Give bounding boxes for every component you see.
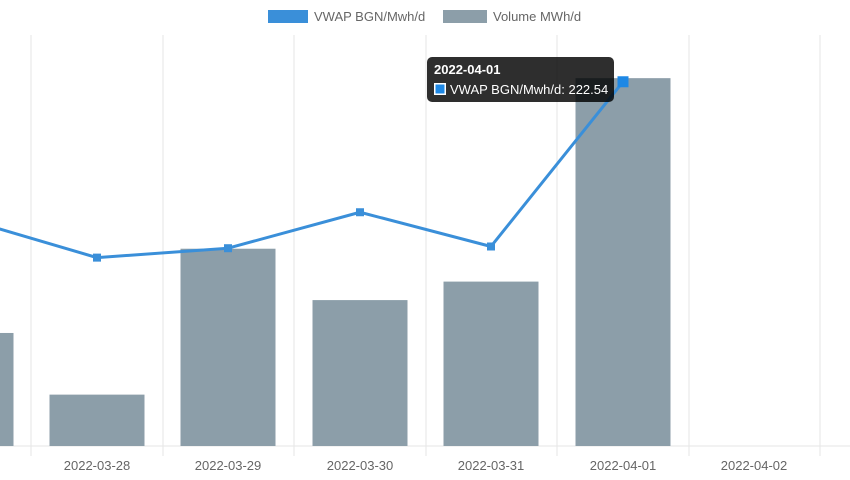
x-tick-label: 2022-03-30: [327, 458, 394, 473]
legend-label-volume: Volume MWh/d: [493, 9, 581, 24]
x-axis: 2022-03-28 2022-03-29 2022-03-30 2022-03-31…: [30, 446, 788, 473]
vwap-point[interactable]: [93, 253, 101, 262]
vwap-point[interactable]: [487, 242, 495, 251]
legend-swatch-vwap: [268, 10, 308, 23]
legend-swatch-volume: [443, 10, 487, 23]
x-tick-label: 2022-03-29: [195, 458, 262, 473]
tooltip-box: [427, 57, 614, 102]
vwap-point[interactable]: [617, 76, 629, 88]
volume-bar[interactable]: [312, 300, 408, 446]
tooltip-label: VWAP BGN/Mwh/d: 222.54: [450, 82, 608, 97]
tooltip-swatch: [435, 84, 445, 94]
legend-item-volume[interactable]: Volume MWh/d: [443, 9, 581, 24]
volume-bar[interactable]: [575, 78, 671, 446]
volume-bar[interactable]: [49, 394, 145, 446]
x-tick-label: 2022-04-02: [721, 458, 788, 473]
x-tick-label: 2022-03-28: [64, 458, 131, 473]
x-tick-label: 2022-03-31: [458, 458, 525, 473]
x-tick-label: 2022-04-01: [590, 458, 657, 473]
legend: VWAP BGN/Mwh/d Volume MWh/d: [268, 9, 581, 24]
legend-item-vwap[interactable]: VWAP BGN/Mwh/d: [268, 9, 425, 24]
vwap-line-series: [0, 76, 629, 262]
volume-bars: [0, 78, 671, 446]
vwap-point[interactable]: [356, 208, 364, 217]
vwap-line: [0, 80, 625, 260]
legend-label-vwap: VWAP BGN/Mwh/d: [314, 9, 425, 24]
volume-bar[interactable]: [443, 281, 539, 446]
grid: [0, 35, 850, 456]
tooltip-title: 2022-04-01: [434, 62, 501, 77]
tooltip: 2022-04-01 VWAP BGN/Mwh/d: 222.54: [427, 57, 614, 102]
vwap-point[interactable]: [224, 244, 232, 253]
volume-bar[interactable]: [180, 248, 276, 446]
volume-bar[interactable]: [0, 332, 14, 446]
